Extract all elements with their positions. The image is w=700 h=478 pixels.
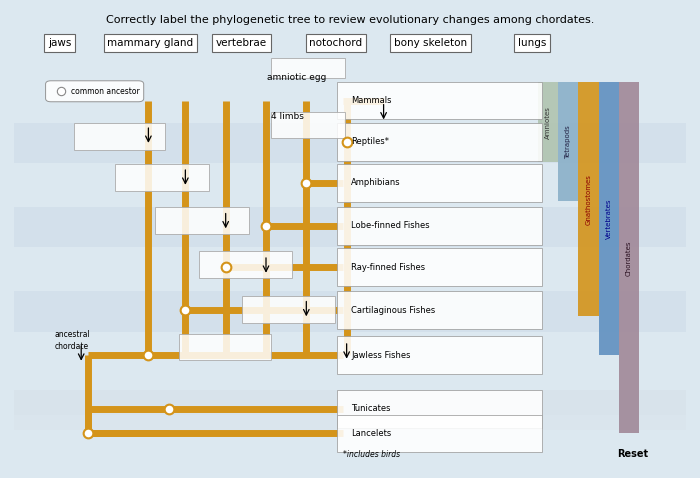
Text: *includes birds: *includes birds — [343, 450, 400, 459]
FancyBboxPatch shape — [337, 248, 542, 286]
Text: Gnathostomes: Gnathostomes — [586, 174, 592, 225]
Text: notochord: notochord — [309, 38, 363, 48]
Bar — [14, 414, 686, 455]
Text: Reset: Reset — [617, 449, 648, 459]
Bar — [619, 82, 639, 434]
FancyBboxPatch shape — [272, 112, 345, 138]
Text: vertebrae: vertebrae — [216, 38, 267, 48]
Bar — [598, 82, 619, 356]
Text: Tunicates: Tunicates — [351, 404, 391, 413]
FancyBboxPatch shape — [337, 82, 542, 120]
Text: Lancelets: Lancelets — [351, 429, 391, 438]
Text: Amniotes: Amniotes — [545, 106, 551, 139]
Bar — [559, 82, 578, 201]
FancyBboxPatch shape — [337, 291, 542, 329]
Bar — [14, 291, 686, 332]
Bar — [14, 82, 686, 122]
Text: Amphibians: Amphibians — [351, 178, 401, 187]
Text: amniotic egg: amniotic egg — [267, 73, 326, 82]
Text: Tetrapods: Tetrapods — [566, 125, 571, 159]
Text: jaws: jaws — [48, 38, 71, 48]
FancyBboxPatch shape — [337, 390, 542, 428]
Bar — [14, 337, 686, 377]
FancyBboxPatch shape — [74, 123, 165, 150]
Text: Jawless Fishes: Jawless Fishes — [351, 351, 411, 360]
Text: Chordates: Chordates — [626, 240, 632, 275]
Bar — [538, 82, 559, 162]
Text: ancestral: ancestral — [55, 330, 90, 339]
Text: Cartilaginous Fishes: Cartilaginous Fishes — [351, 305, 435, 315]
Bar — [14, 123, 686, 163]
FancyBboxPatch shape — [46, 81, 144, 102]
FancyBboxPatch shape — [199, 251, 291, 278]
FancyBboxPatch shape — [155, 207, 249, 234]
FancyBboxPatch shape — [337, 164, 542, 202]
Bar — [14, 207, 686, 247]
Bar — [14, 390, 686, 430]
Text: Correctly label the phylogenetic tree to review evolutionary changes among chord: Correctly label the phylogenetic tree to… — [106, 15, 594, 25]
Text: 4 limbs: 4 limbs — [272, 112, 304, 121]
Text: Vertebrates: Vertebrates — [606, 198, 612, 239]
Text: Mammals: Mammals — [351, 96, 392, 105]
Text: Reptiles*: Reptiles* — [351, 137, 389, 146]
FancyBboxPatch shape — [272, 58, 345, 78]
FancyBboxPatch shape — [242, 296, 335, 323]
FancyBboxPatch shape — [178, 334, 272, 360]
Text: bony skeleton: bony skeleton — [394, 38, 467, 48]
FancyBboxPatch shape — [337, 207, 542, 245]
Bar — [578, 82, 598, 316]
Bar — [14, 164, 686, 204]
FancyBboxPatch shape — [337, 337, 542, 374]
Text: lungs: lungs — [518, 38, 546, 48]
Bar — [14, 248, 686, 288]
Text: common ancestor: common ancestor — [71, 87, 140, 96]
Text: chordate: chordate — [55, 342, 88, 351]
Text: Lobe-finned Fishes: Lobe-finned Fishes — [351, 221, 430, 230]
FancyBboxPatch shape — [115, 164, 209, 191]
FancyBboxPatch shape — [337, 123, 542, 161]
Text: Ray-finned Fishes: Ray-finned Fishes — [351, 262, 426, 272]
FancyBboxPatch shape — [337, 414, 542, 452]
Text: mammary gland: mammary gland — [107, 38, 194, 48]
